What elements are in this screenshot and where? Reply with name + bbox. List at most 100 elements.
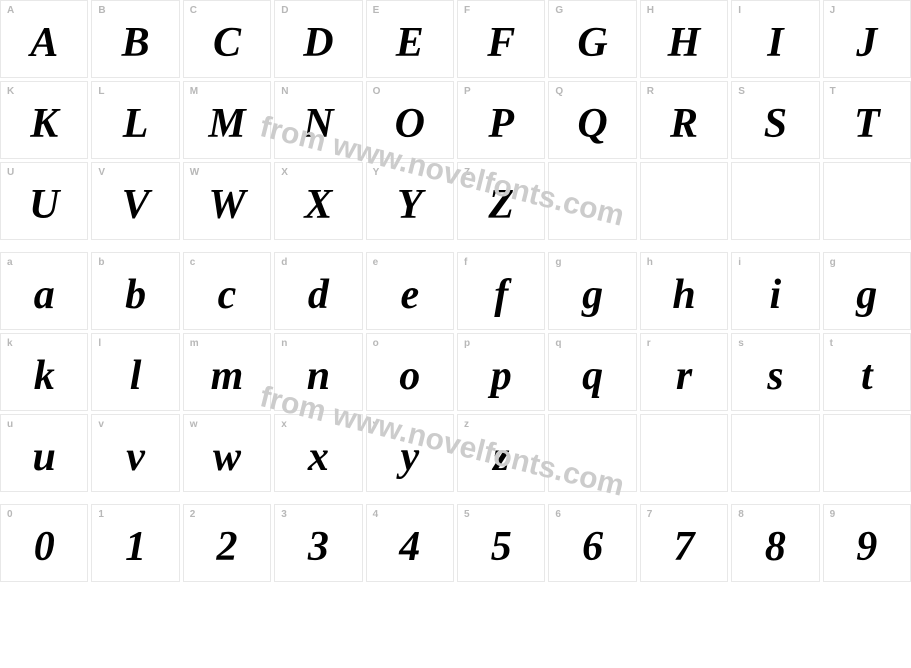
cell-label: J: [830, 5, 836, 16]
glyph-cell: kk: [0, 333, 88, 411]
cell-label: F: [464, 5, 470, 16]
cell-label: P: [464, 86, 471, 97]
cell-label: E: [373, 5, 380, 16]
cell-glyph: E: [396, 22, 424, 64]
glyph-cell: AA: [0, 0, 88, 78]
cell-glyph: M: [208, 103, 245, 145]
glyph-cell: II: [731, 0, 819, 78]
glyph-cell: ll: [91, 333, 179, 411]
cell-glyph: N: [303, 103, 333, 145]
cell-label: g: [830, 257, 836, 268]
cell-label: a: [7, 257, 13, 268]
cell-glyph: e: [400, 274, 419, 316]
cell-label: c: [190, 257, 196, 268]
cell-label: N: [281, 86, 288, 97]
glyph-cell: pp: [457, 333, 545, 411]
cell-label: 6: [555, 509, 561, 520]
cell-glyph: O: [395, 103, 425, 145]
cell-label: b: [98, 257, 104, 268]
glyph-cell: xx: [274, 414, 362, 492]
cell-label: d: [281, 257, 287, 268]
cell-glyph: z: [493, 436, 509, 478]
cell-glyph: 5: [491, 526, 512, 568]
cell-glyph: 2: [216, 526, 237, 568]
cell-label: D: [281, 5, 288, 16]
glyph-cell: [823, 414, 911, 492]
cell-glyph: 8: [765, 526, 786, 568]
cell-label: H: [647, 5, 654, 16]
cell-label: w: [190, 419, 198, 430]
glyph-cell: ee: [366, 252, 454, 330]
glyph-cell: OO: [366, 81, 454, 159]
cell-glyph: 6: [582, 526, 603, 568]
cell-glyph: 0: [34, 526, 55, 568]
glyph-cell: 55: [457, 504, 545, 582]
cell-label: G: [555, 5, 563, 16]
cell-label: f: [464, 257, 467, 268]
cell-label: u: [7, 419, 13, 430]
glyph-cell: [640, 162, 728, 240]
glyph-cell: ZZ: [457, 162, 545, 240]
glyph-cell: 33: [274, 504, 362, 582]
cell-glyph: p: [491, 355, 512, 397]
cell-glyph: H: [668, 22, 701, 64]
cell-glyph: h: [672, 274, 695, 316]
cell-glyph: Z: [488, 184, 514, 226]
glyph-cell: [640, 414, 728, 492]
cell-glyph: r: [676, 355, 692, 397]
glyph-cell: 00: [0, 504, 88, 582]
glyph-cell: 88: [731, 504, 819, 582]
glyph-cell: bb: [91, 252, 179, 330]
glyph-cell: ss: [731, 333, 819, 411]
cell-label: 8: [738, 509, 744, 520]
glyph-cell: UU: [0, 162, 88, 240]
glyph-cell: nn: [274, 333, 362, 411]
cell-glyph: C: [213, 22, 241, 64]
cell-glyph: U: [29, 184, 59, 226]
cell-label: p: [464, 338, 470, 349]
cell-glyph: g: [856, 274, 877, 316]
cell-label: g: [555, 257, 561, 268]
cell-glyph: w: [213, 436, 241, 478]
cell-label: 5: [464, 509, 470, 520]
glyph-cell: ff: [457, 252, 545, 330]
cell-glyph: W: [208, 184, 245, 226]
glyph-cell: uu: [0, 414, 88, 492]
cell-glyph: g: [582, 274, 603, 316]
glyph-cell: HH: [640, 0, 728, 78]
cell-glyph: F: [487, 22, 515, 64]
glyph-cell: NN: [274, 81, 362, 159]
cell-glyph: L: [123, 103, 149, 145]
glyph-cell: oo: [366, 333, 454, 411]
cell-label: x: [281, 419, 287, 430]
cell-label: K: [7, 86, 14, 97]
glyph-cell: MM: [183, 81, 271, 159]
glyph-cell: YY: [366, 162, 454, 240]
cell-glyph: f: [494, 274, 508, 316]
cell-glyph: o: [399, 355, 420, 397]
glyph-cell: [823, 162, 911, 240]
cell-glyph: k: [34, 355, 55, 397]
glyph-cell: rr: [640, 333, 728, 411]
uppercase-grid: AABBCCDDEEFFGGHHIIJJKKLLMMNNOOPPQQRRSSTT…: [0, 0, 911, 240]
cell-label: C: [190, 5, 197, 16]
cell-label: o: [373, 338, 379, 349]
cell-glyph: V: [122, 184, 150, 226]
cell-glyph: c: [218, 274, 237, 316]
cell-label: l: [98, 338, 101, 349]
cell-label: v: [98, 419, 104, 430]
cell-label: 9: [830, 509, 836, 520]
cell-label: Z: [464, 167, 470, 178]
cell-glyph: R: [670, 103, 698, 145]
cell-glyph: T: [854, 103, 880, 145]
cell-glyph: K: [30, 103, 58, 145]
cell-glyph: G: [577, 22, 607, 64]
cell-glyph: t: [861, 355, 873, 397]
glyph-cell: LL: [91, 81, 179, 159]
cell-glyph: n: [307, 355, 330, 397]
cell-glyph: 3: [308, 526, 329, 568]
glyph-cell: KK: [0, 81, 88, 159]
cell-label: t: [830, 338, 833, 349]
cell-glyph: Y: [397, 184, 423, 226]
cell-label: s: [738, 338, 744, 349]
